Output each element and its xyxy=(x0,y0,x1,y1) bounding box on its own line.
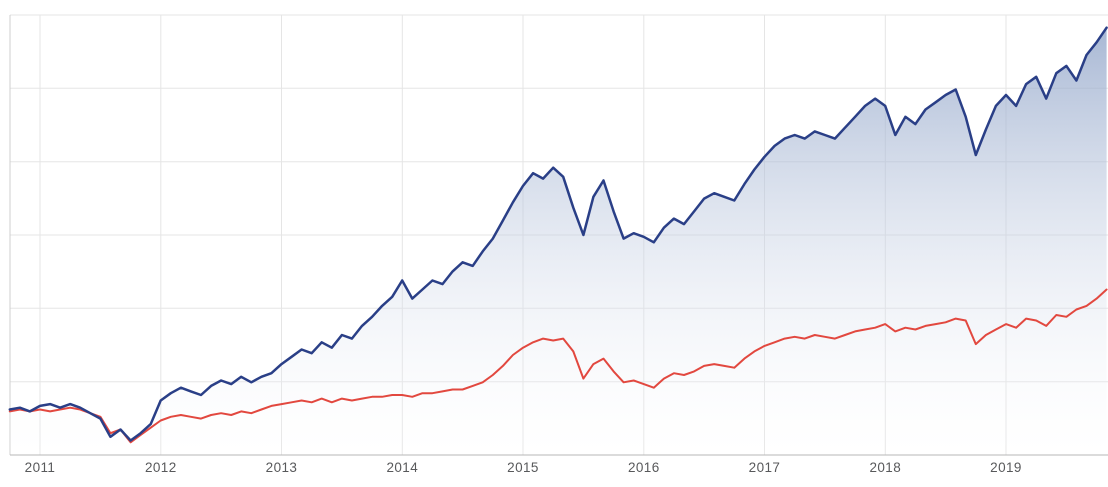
x-axis-label-2011: 2011 xyxy=(25,460,56,475)
navy-series-line xyxy=(8,26,1108,442)
navy-series-area-fill xyxy=(9,27,1107,455)
x-axis-label-2016: 2016 xyxy=(628,460,660,475)
x-axis-label-2017: 2017 xyxy=(749,460,781,475)
x-axis-label-2018: 2018 xyxy=(869,460,901,475)
x-axis-label-2013: 2013 xyxy=(266,460,298,475)
x-axis-label-2015: 2015 xyxy=(507,460,539,475)
series-layer xyxy=(8,26,1108,455)
x-axis-label-2012: 2012 xyxy=(145,460,177,475)
x-axis-label-2019: 2019 xyxy=(990,460,1022,475)
x-axis-labels: 2011 2012 2013 2014 2015 2016 2017 2018 2019 xyxy=(25,460,1022,475)
red-series-line xyxy=(8,288,1108,444)
x-axis-label-2014: 2014 xyxy=(386,460,418,475)
